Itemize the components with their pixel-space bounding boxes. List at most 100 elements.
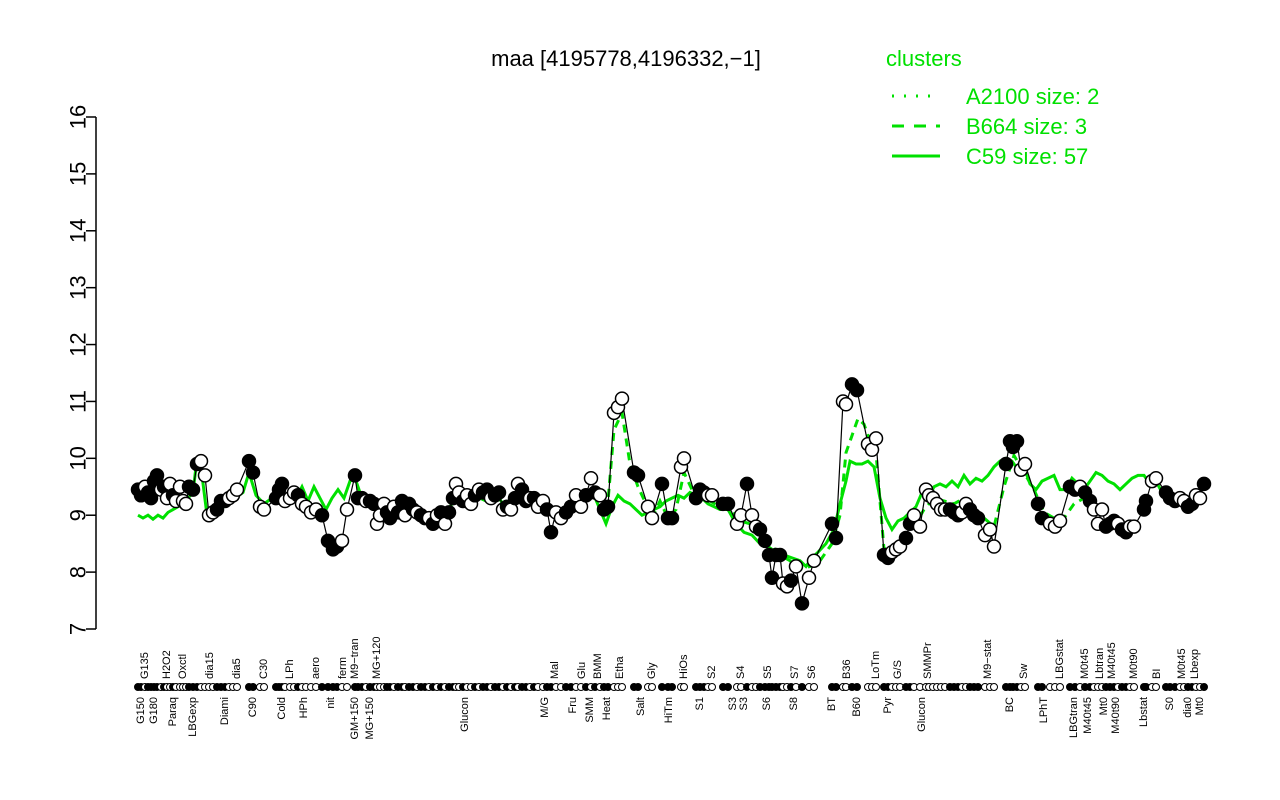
x-tick-label: SMM	[584, 697, 596, 723]
data-point	[838, 397, 854, 412]
rug-marker	[343, 683, 351, 691]
x-tick-labels-top: G135 H2O2 Oxctl dia15 dia5 C30 LPh aero ferm M9−t…	[139, 637, 1201, 680]
x-tick-label: G135	[139, 652, 151, 679]
x-tick-label: B36	[841, 659, 853, 679]
x-tick-label: dia5	[231, 658, 243, 679]
legend: clusters A2100 size: 2 B664 size: 3 C59 …	[886, 46, 1099, 169]
data-point	[1138, 493, 1154, 509]
y-tick-label: 14	[66, 219, 91, 243]
x-tick-label: Sw	[1018, 664, 1030, 679]
rug-marker	[1152, 683, 1160, 691]
data-point	[178, 496, 194, 512]
x-tick-label: BMM	[592, 653, 604, 679]
rug-marker	[708, 683, 716, 691]
data-point	[998, 456, 1014, 472]
data-point	[644, 510, 660, 526]
data-point	[824, 516, 840, 532]
x-tick-label: M40t90	[1110, 697, 1122, 734]
data-point	[783, 573, 799, 588]
rug-marker	[853, 683, 861, 691]
rug-marker	[1130, 683, 1138, 691]
data-point	[868, 431, 884, 446]
x-tick-label: Mt0	[1098, 697, 1110, 715]
x-tick-label: M0t45	[1176, 648, 1188, 679]
data-point	[704, 488, 720, 503]
rug-marker	[249, 683, 257, 691]
x-tick-label: HiTm	[663, 697, 675, 723]
x-tick-label: LBGtran	[1068, 697, 1080, 738]
x-tick-label: aero	[310, 657, 322, 679]
data-point	[970, 510, 986, 526]
data-point	[982, 522, 998, 537]
x-tick-label: S3	[727, 697, 739, 710]
data-point	[143, 490, 159, 506]
x-tick-label: Glucon	[916, 697, 928, 732]
data-point	[245, 465, 261, 480]
rug-marker	[1038, 683, 1046, 691]
data-point	[801, 570, 817, 586]
x-tick-label: GM+150	[349, 697, 361, 740]
x-tick-label: Cold	[276, 697, 288, 720]
data-point	[339, 502, 355, 517]
x-tick-label: BI	[1151, 669, 1163, 679]
data-point	[739, 476, 755, 492]
x-tick-label: G150	[135, 697, 147, 724]
y-tick-label: 7	[66, 623, 91, 635]
x-tick-label: MG+120	[371, 637, 383, 680]
x-tick-label: Gly	[646, 662, 658, 679]
data-point	[600, 499, 616, 514]
x-tick-label: Oxctl	[177, 654, 189, 679]
data-point	[1126, 519, 1142, 534]
legend-title: clusters	[886, 46, 962, 71]
x-tick-label: M0t45	[1079, 648, 1091, 679]
x-tick-label: Heat	[601, 697, 613, 720]
x-tick-label: S2	[706, 666, 718, 679]
data-point	[1017, 456, 1033, 472]
y-tick-label: 8	[66, 566, 91, 578]
y-tick-label: 16	[66, 105, 91, 129]
x-tick-label: Glucon	[459, 697, 471, 732]
x-tick-label: M/G	[539, 697, 551, 718]
x-tick-label: LBGexp	[187, 697, 199, 737]
x-tick-label: S8	[788, 697, 800, 710]
data-point	[757, 533, 773, 549]
data-point	[592, 488, 608, 503]
data-point	[334, 533, 350, 549]
data-point	[543, 525, 559, 540]
rug-marker	[872, 683, 880, 691]
data-point	[772, 547, 788, 563]
data-point	[630, 468, 646, 483]
data-point	[1094, 502, 1110, 517]
x-tick-label: ferm	[337, 657, 349, 679]
data-point	[1030, 496, 1046, 512]
data-point	[1192, 490, 1208, 506]
rug-marker	[1056, 683, 1064, 691]
y-tick-label: 11	[66, 390, 91, 413]
rug-marker	[634, 683, 642, 691]
data-point	[314, 507, 330, 523]
x-axis-rug	[134, 683, 1208, 691]
x-tick-label: Lbtran	[1094, 648, 1106, 679]
data-point	[614, 391, 630, 406]
data-point	[583, 470, 599, 486]
x-tick-label: S1	[694, 697, 706, 710]
rug-marker	[260, 683, 268, 691]
data-point	[1196, 476, 1212, 492]
rug-marker	[832, 683, 840, 691]
y-tick-label: 12	[66, 332, 91, 356]
rug-marker	[1021, 683, 1029, 691]
data-point	[197, 468, 213, 483]
rug-marker	[618, 683, 626, 691]
x-tick-label: HiOs	[678, 654, 690, 679]
y-tick-label: 15	[66, 162, 91, 186]
x-tick-label: Mal	[549, 661, 561, 679]
data-point	[149, 468, 165, 483]
x-tick-label: LBGstat	[1054, 639, 1066, 679]
x-tick-label: S6	[761, 697, 773, 710]
data-point	[806, 553, 822, 568]
x-tick-label: G180	[148, 697, 160, 724]
data-point	[912, 519, 928, 534]
x-tick-label: SMMPr	[922, 642, 934, 679]
rug-marker	[668, 683, 676, 691]
